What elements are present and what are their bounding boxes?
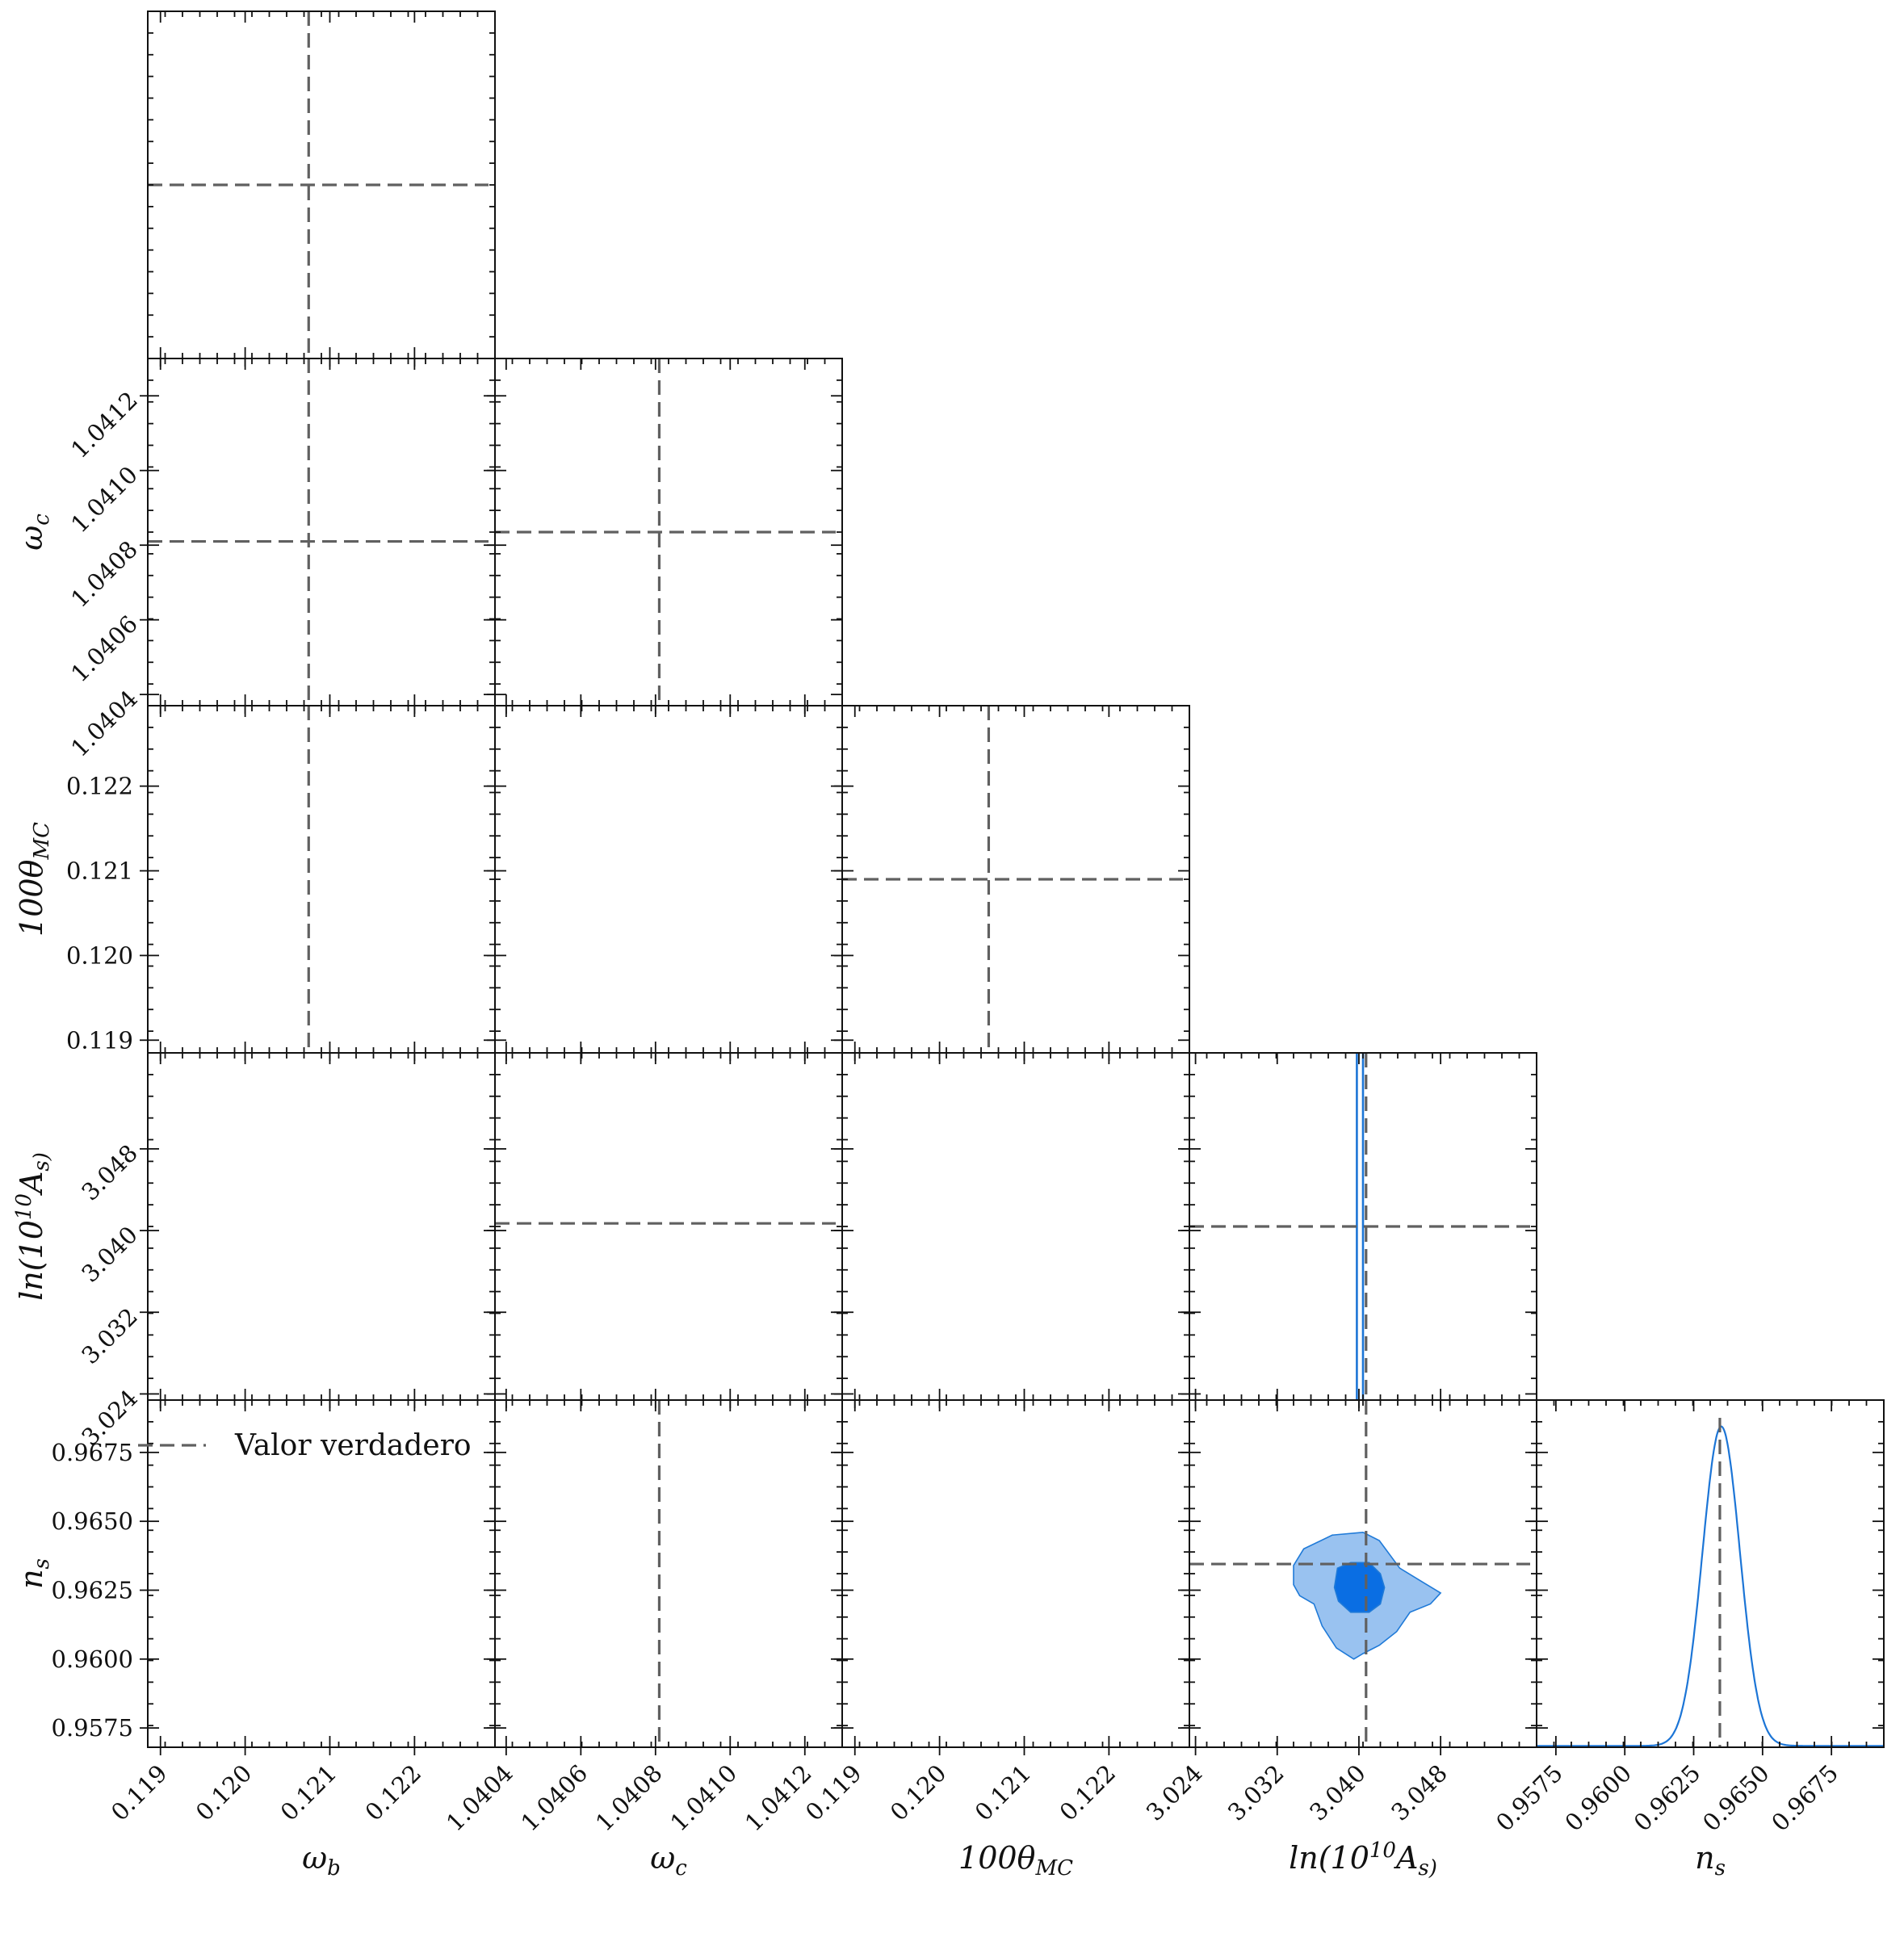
panel-frame-4-4 — [1536, 1399, 1885, 1748]
x-tick-label-omega_b-0: 0.119 — [106, 1759, 173, 1826]
x-tick-label-100theta_MC-2: 0.121 — [970, 1759, 1037, 1826]
panel-omega_b-omega_b — [147, 10, 496, 367]
x-tick-label-omega_c-4: 1.0412 — [740, 1759, 817, 1837]
panel-ln10As-n_s: 3.024 3.032 3.040 3.048 — [1141, 1399, 1537, 1826]
x-tick-label-omega_b-1: 0.120 — [191, 1759, 258, 1826]
panel-omega_b-n_s: 0.119 0.120 0.121 0.122 0.9575 0.9600 0.9625 0.… — [52, 1399, 496, 1826]
y-tick-label-omega_c-2: 1.0408 — [65, 535, 143, 613]
panel-frame-2-1 — [494, 705, 843, 1054]
panel-omega_c-omega_c — [487, 358, 843, 714]
x-tick-label-n_s-3: 0.9650 — [1697, 1759, 1775, 1837]
panel-frame-3-1 — [494, 1052, 843, 1401]
posterior-curve-n_s — [1537, 1425, 1884, 1747]
x-axis-label-omega_b: ωb — [302, 1840, 341, 1880]
panel-omega_c-ln10As — [487, 1052, 843, 1408]
y-tick-label-100theta_MC-3: 0.122 — [66, 773, 133, 800]
y-axis-label-n_s: ns — [14, 1558, 54, 1589]
x-tick-label-100theta_MC-0: 0.119 — [800, 1759, 867, 1826]
x-tick-label-n_s-0: 0.9575 — [1491, 1759, 1568, 1837]
x-tick-label-n_s-1: 0.9600 — [1559, 1759, 1637, 1837]
y-axis-label-100theta_MC: 100θMC — [14, 822, 54, 937]
y-tick-label-omega_c-4: 1.0412 — [65, 386, 143, 463]
x-tick-label-omega_b-2: 0.121 — [275, 1759, 342, 1826]
x-tick-label-100theta_MC-3: 0.122 — [1055, 1759, 1122, 1826]
y-tick-label-100theta_MC-1: 0.120 — [66, 941, 133, 969]
legend-label: Valor verdadero — [234, 1429, 472, 1462]
y-tick-label-n_s-1: 0.9600 — [52, 1646, 133, 1673]
x-tick-label-ln10As-3: 3.048 — [1386, 1759, 1453, 1826]
panel-100theta_MC-ln10As — [834, 1052, 1190, 1408]
x-axis-label-100theta_MC: 100θMC — [958, 1840, 1073, 1880]
panel-100theta_MC-n_s: 0.119 0.120 0.121 0.122 — [800, 1399, 1190, 1826]
y-tick-label-n_s-4: 0.9675 — [52, 1439, 133, 1466]
x-tick-label-ln10As-2: 3.040 — [1304, 1759, 1371, 1826]
x-tick-label-n_s-4: 0.9675 — [1766, 1759, 1843, 1837]
y-tick-label-ln10As-3: 3.048 — [76, 1139, 143, 1206]
x-tick-label-omega_c-3: 1.0410 — [665, 1759, 742, 1837]
panel-frame-4-1 — [494, 1399, 843, 1748]
y-tick-label-n_s-2: 0.9625 — [52, 1576, 133, 1604]
x-axis-label-ln10As: ln(1010As) — [1289, 1838, 1437, 1880]
y-tick-label-n_s-0: 0.9575 — [52, 1714, 133, 1742]
x-tick-label-omega_c-2: 1.0408 — [590, 1759, 668, 1837]
y-axis-label-ln10As: ln(1010As) — [12, 1152, 54, 1301]
y-tick-label-100theta_MC-2: 0.121 — [66, 857, 133, 885]
contour-68 — [1333, 1562, 1386, 1613]
x-tick-label-omega_c-1: 1.0406 — [515, 1759, 593, 1837]
x-tick-label-omega_c-0: 1.0404 — [441, 1759, 518, 1837]
panel-omega_c-100theta_MC — [487, 705, 843, 1061]
panel-ln10As-ln10As — [1181, 1052, 1537, 1408]
panel-frame-4-2 — [841, 1399, 1190, 1748]
panel-frame-1-0 — [147, 358, 496, 706]
y-axis-label-omega_c: ωc — [14, 514, 54, 551]
x-axis-label-n_s: ns — [1695, 1840, 1726, 1880]
x-tick-label-ln10As-1: 3.032 — [1223, 1759, 1290, 1826]
panel-frame-3-0 — [147, 1052, 496, 1401]
y-tick-label-100theta_MC-0: 0.119 — [66, 1026, 133, 1054]
y-tick-label-ln10As-2: 3.040 — [76, 1221, 143, 1288]
x-tick-label-100theta_MC-1: 0.120 — [885, 1759, 952, 1826]
x-tick-label-n_s-2: 0.9625 — [1629, 1759, 1706, 1837]
y-tick-label-ln10As-1: 3.032 — [76, 1302, 143, 1369]
x-axis-label-omega_c: ωc — [650, 1840, 687, 1880]
x-tick-label-ln10As-0: 3.024 — [1141, 1759, 1208, 1826]
x-tick-label-omega_b-3: 0.122 — [360, 1759, 427, 1826]
y-tick-label-omega_c-1: 1.0406 — [65, 610, 143, 688]
legend: Valor verdadero — [138, 1429, 472, 1462]
panel-frame-2-0 — [147, 705, 496, 1054]
y-tick-label-n_s-3: 0.9650 — [52, 1507, 133, 1535]
panel-omega_b-100theta_MC: 0.119 0.120 0.121 0.122 — [66, 705, 496, 1061]
y-tick-label-omega_c-0: 1.0404 — [65, 685, 143, 762]
y-tick-label-omega_c-3: 1.0410 — [65, 461, 143, 539]
panel-100theta_MC-100theta_MC — [834, 705, 1190, 1061]
panel-frame-3-2 — [841, 1052, 1190, 1401]
